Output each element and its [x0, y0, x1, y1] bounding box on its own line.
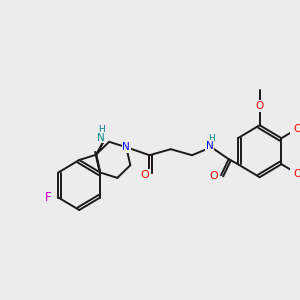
Text: H: H [208, 134, 215, 143]
Text: O: O [256, 101, 264, 111]
Text: O: O [293, 169, 300, 179]
Text: O: O [140, 170, 149, 180]
Text: O: O [210, 171, 219, 181]
Text: N: N [98, 133, 105, 142]
Text: F: F [45, 191, 52, 204]
Text: O: O [293, 124, 300, 134]
Text: N: N [206, 141, 213, 151]
Text: N: N [122, 142, 130, 152]
Text: H: H [98, 125, 105, 134]
